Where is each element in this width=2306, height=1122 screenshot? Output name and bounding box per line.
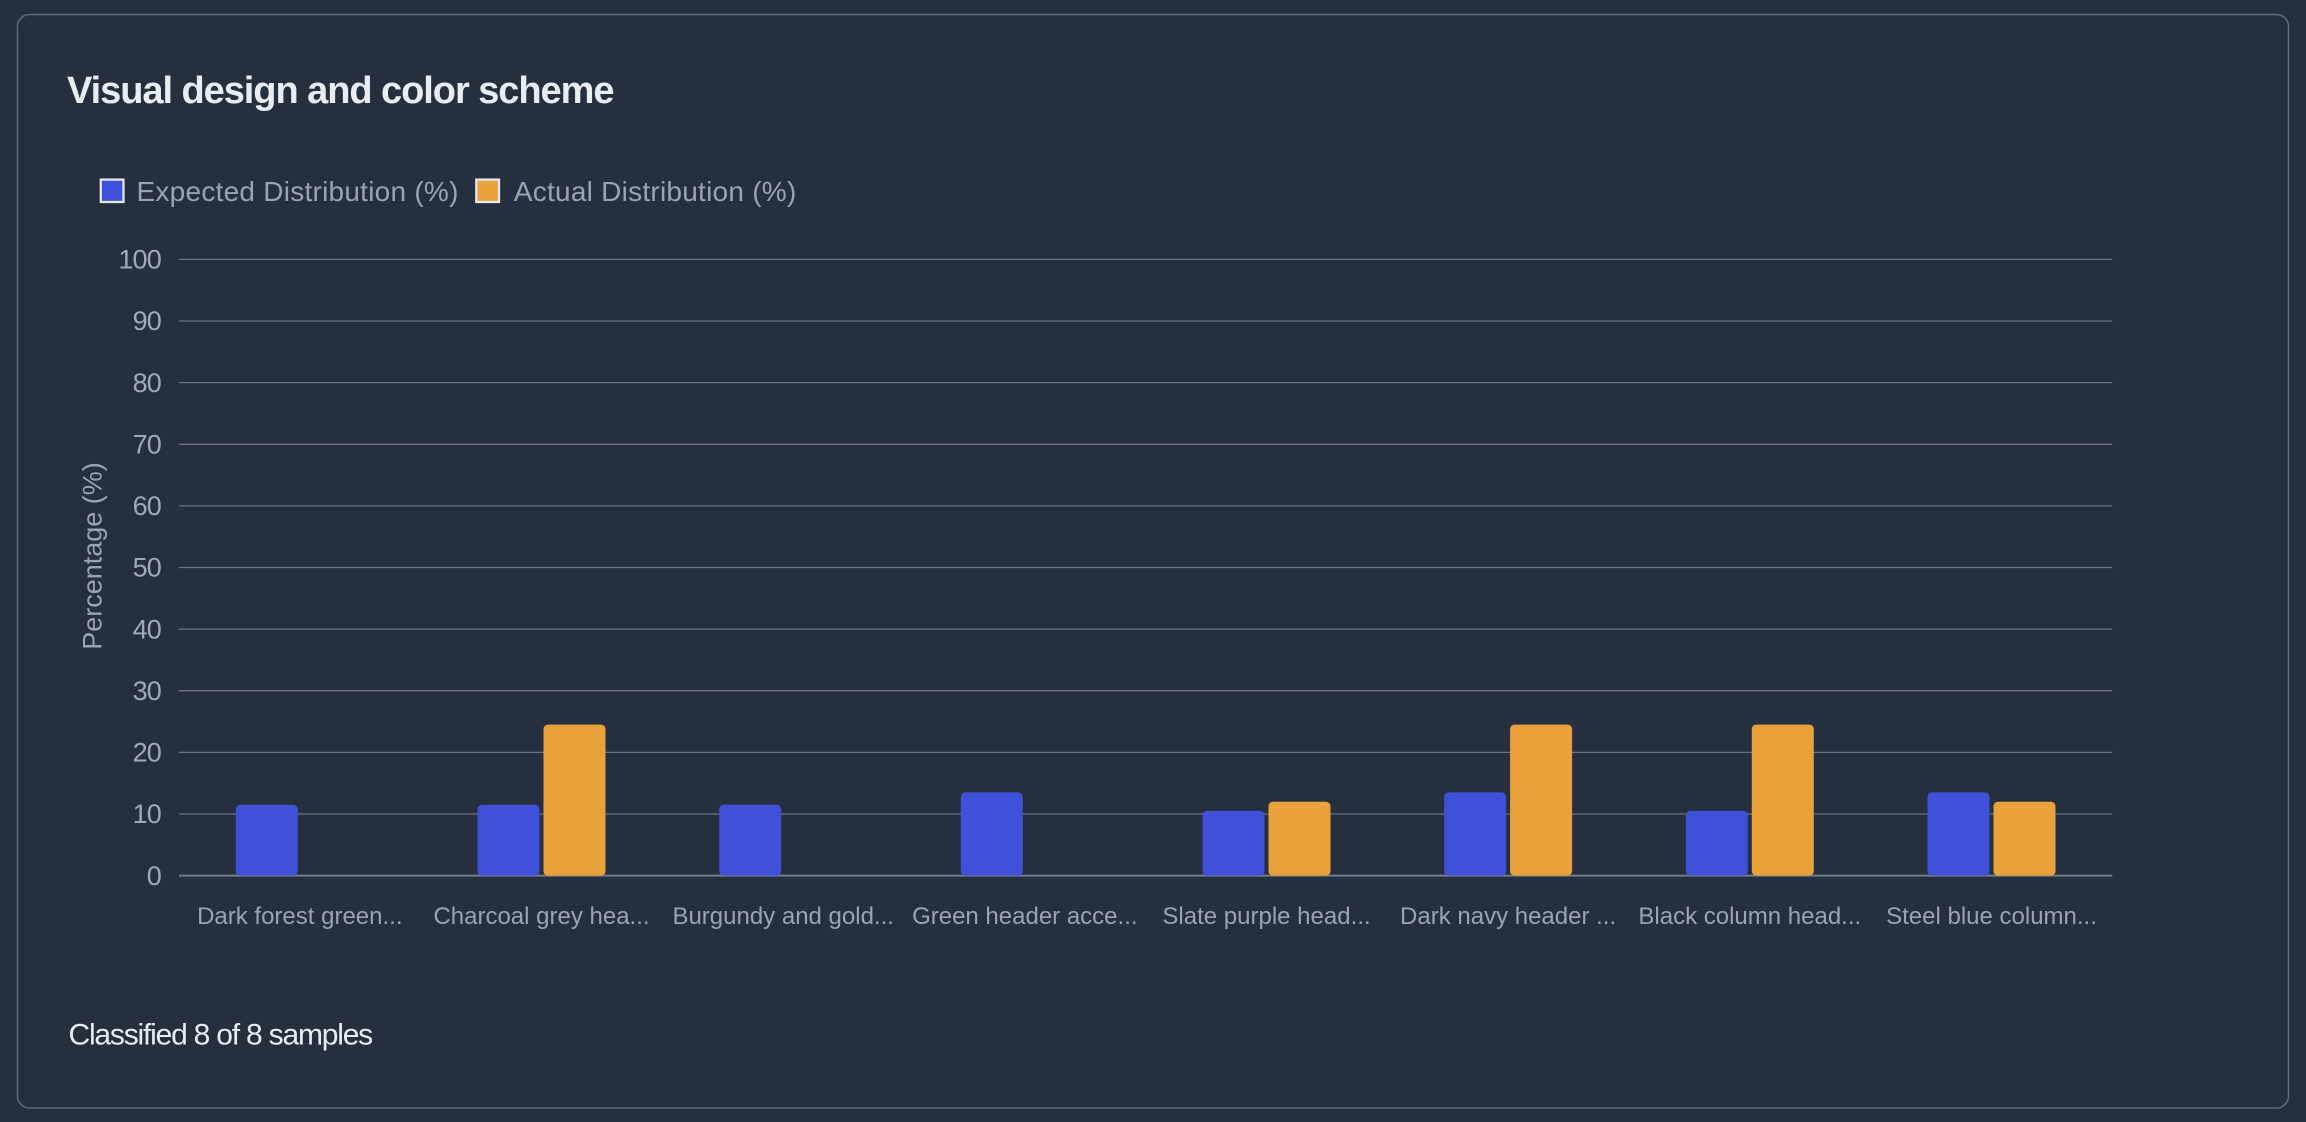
svg-text:Dark forest green...: Dark forest green... <box>197 903 402 930</box>
svg-text:Burgundy and gold...: Burgundy and gold... <box>672 903 894 930</box>
svg-text:Steel blue column...: Steel blue column... <box>1886 903 2097 930</box>
svg-text:Black column head...: Black column head... <box>1638 903 1861 930</box>
svg-text:30: 30 <box>133 676 161 706</box>
svg-text:0: 0 <box>147 861 161 891</box>
svg-text:Charcoal grey hea...: Charcoal grey hea... <box>433 903 649 930</box>
svg-text:Visual design and color scheme: Visual design and color scheme <box>67 70 613 112</box>
svg-text:40: 40 <box>133 614 161 644</box>
svg-text:Expected Distribution (%): Expected Distribution (%) <box>137 176 459 207</box>
svg-text:Dark navy header ...: Dark navy header ... <box>1400 903 1616 930</box>
svg-text:80: 80 <box>133 368 161 398</box>
svg-text:Classified 8 of 8 samples: Classified 8 of 8 samples <box>69 1019 373 1052</box>
svg-text:50: 50 <box>133 553 161 583</box>
svg-text:100: 100 <box>118 245 161 275</box>
svg-text:90: 90 <box>133 306 161 336</box>
svg-text:Percentage (%): Percentage (%) <box>78 462 108 650</box>
svg-text:70: 70 <box>133 430 161 460</box>
svg-text:20: 20 <box>133 738 161 768</box>
svg-text:60: 60 <box>133 491 161 521</box>
svg-text:Slate purple head...: Slate purple head... <box>1162 903 1370 930</box>
svg-text:10: 10 <box>133 799 161 829</box>
svg-text:Green header acce...: Green header acce... <box>912 903 1137 930</box>
svg-text:Actual Distribution (%): Actual Distribution (%) <box>514 176 797 207</box>
